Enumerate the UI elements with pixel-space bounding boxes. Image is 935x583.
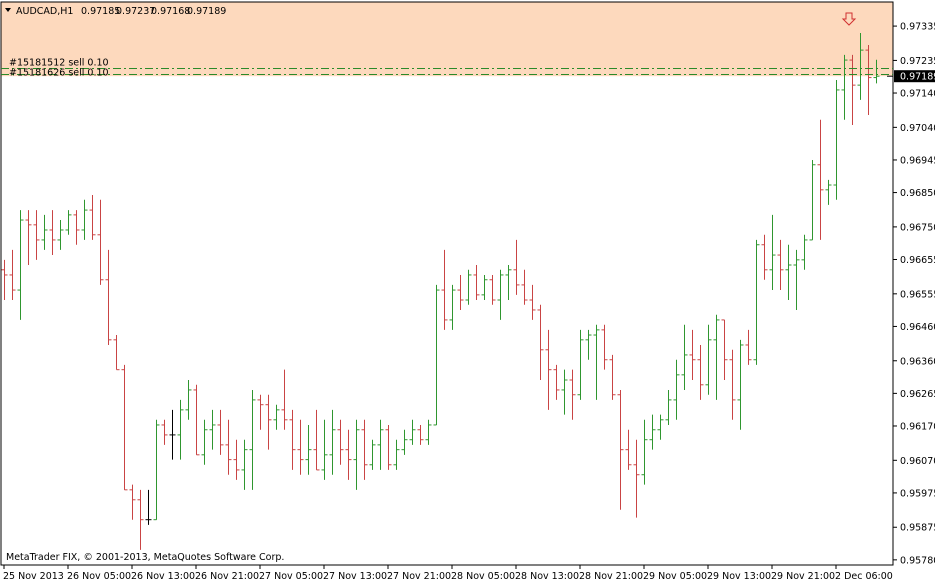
header-open: 0.97185 — [81, 6, 120, 17]
y-tick-label: 0.96265 — [900, 389, 935, 400]
x-tick-label: 27 Nov 13:00 — [323, 571, 387, 582]
current-price-label: 0.97189 — [900, 72, 935, 83]
header-close: 0.97189 — [187, 6, 226, 17]
y-tick-label: 0.96655 — [900, 255, 935, 266]
x-tick-label: 25 Nov 2013 — [3, 571, 64, 582]
header-low: 0.97168 — [151, 6, 190, 17]
y-tick-label: 0.96555 — [900, 289, 935, 300]
bars — [1, 32, 880, 550]
plot-frame — [0, 1, 894, 566]
menu-triangle — [5, 8, 11, 12]
x-tick-label: 27 Nov 21:00 — [387, 571, 451, 582]
y-tick-label: 0.95875 — [900, 523, 935, 534]
y-tick-label: 0.97335 — [900, 22, 935, 33]
x-tick-label: 28 Nov 21:00 — [579, 571, 643, 582]
y-tick-label: 0.96945 — [900, 155, 935, 166]
x-tick-label: 26 Nov 13:00 — [131, 571, 195, 582]
current-price-box — [894, 70, 935, 83]
x-tick-label: 29 Nov 13:00 — [707, 571, 771, 582]
price-zone — [1, 2, 893, 77]
x-tick-label: 29 Nov 21:00 — [771, 571, 835, 582]
x-tick-label: 2 Dec 06:00 — [835, 571, 893, 582]
x-tick-label: 29 Nov 05:00 — [643, 571, 707, 582]
zone-layer — [1, 2, 893, 77]
copyright: MetaTrader FIX, © 2001-2013, MetaQuotes … — [6, 552, 284, 563]
x-tick-label: 28 Nov 13:00 — [515, 571, 579, 582]
x-tick-label: 27 Nov 05:00 — [259, 571, 323, 582]
x-tick-label: 26 Nov 05:00 — [67, 571, 131, 582]
overlay: #15181512 sell 0.10#15181626 sell 0.10 — [1, 58, 893, 79]
x-tick-label: 28 Nov 05:00 — [451, 571, 515, 582]
header-high: 0.97237 — [116, 6, 155, 17]
order-label: #15181626 sell 0.10 — [9, 68, 109, 79]
sell-arrow-icon — [841, 12, 857, 26]
header-symbol: AUDCAD,H1 — [16, 6, 73, 17]
x-tick-label: 26 Nov 21:00 — [195, 571, 259, 582]
order-label: #15181512 sell 0.10 — [9, 58, 109, 69]
y-tick-label: 0.97235 — [900, 56, 935, 67]
y-tick-label: 0.95780 — [900, 555, 935, 566]
y-tick-label: 0.95975 — [900, 488, 935, 499]
